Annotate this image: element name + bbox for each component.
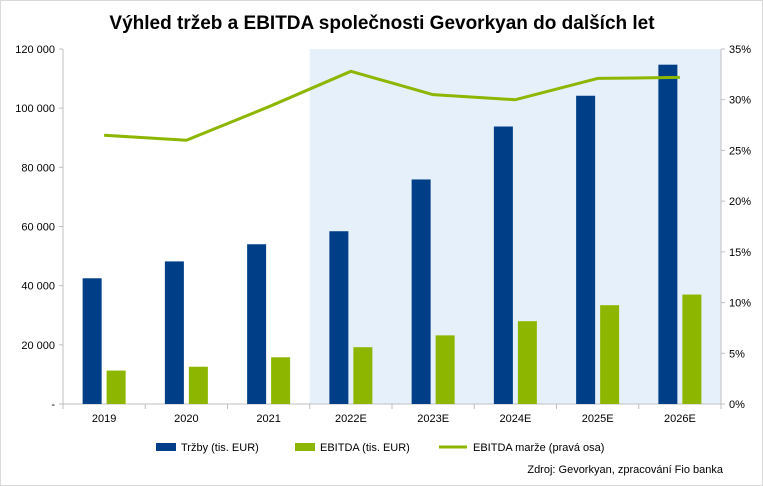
revenue-bar <box>247 244 267 404</box>
revenue-bar <box>493 126 513 404</box>
plot-area: - 20 000 40 000 60 000 80 000 100 000 120 000 0… <box>15 44 751 454</box>
ebitda-bar <box>517 321 537 404</box>
y-left-tick-label: - <box>51 399 55 411</box>
revenue-bar <box>411 179 431 404</box>
y-right-tick-label: 25% <box>729 145 751 157</box>
ebitda-bar <box>353 347 373 404</box>
legend-label: EBITDA (tis. EUR) <box>320 442 410 454</box>
revenue-bar <box>576 95 596 404</box>
y-right-tick-label: 20% <box>729 196 751 208</box>
x-tick-label: 2022E <box>335 413 367 425</box>
revenue-bar <box>164 261 184 404</box>
y-left-tick-label: 40 000 <box>21 281 55 293</box>
legend-swatch <box>156 443 176 451</box>
y-right-tick-label: 10% <box>729 298 751 310</box>
x-tick-label: 2024E <box>499 413 531 425</box>
x-tick-label: 2021 <box>256 413 280 425</box>
y-right-tick-label: 0% <box>729 399 745 411</box>
legend-swatch <box>295 443 315 451</box>
legend-label: Tržby (tis. EUR) <box>181 442 259 454</box>
forecast-shading <box>309 49 721 404</box>
x-tick-label: 2020 <box>174 413 198 425</box>
ebitda-bar <box>435 335 455 404</box>
y-right-tick-label: 15% <box>729 247 751 259</box>
ebitda-bar <box>600 305 620 404</box>
ebitda-bar <box>106 370 126 404</box>
ebitda-bar <box>682 294 702 404</box>
y-right-tick-label: 30% <box>729 95 751 107</box>
x-tick-label: 2026E <box>664 413 696 425</box>
x-tick-label: 2025E <box>582 413 614 425</box>
source-note: Zdroj: Gevorkyan, zpracování Fio banka <box>527 464 724 476</box>
y-right-tick-label: 35% <box>729 44 751 56</box>
chart-title: Výhled tržeb a EBITDA společnosti Gevork… <box>109 13 655 34</box>
revenue-bar <box>329 231 349 404</box>
y-left-tick-label: 60 000 <box>21 222 55 234</box>
x-tick-label: 2023E <box>417 413 449 425</box>
revenue-bar <box>82 278 102 404</box>
revenue-bar <box>658 64 678 404</box>
legend-label: EBITDA marže (pravá osa) <box>473 442 604 454</box>
y-right-tick-label: 5% <box>729 348 745 360</box>
ebitda-bar <box>188 366 208 404</box>
x-tick-label: 2019 <box>92 413 116 425</box>
y-left-tick-label: 80 000 <box>21 162 55 174</box>
ebitda-margin-line <box>104 69 680 142</box>
y-left-tick-label: 100 000 <box>15 103 55 115</box>
y-left-tick-label: 20 000 <box>21 340 55 352</box>
ebitda-bar <box>271 357 291 404</box>
y-left-tick-label: 120 000 <box>15 44 55 56</box>
